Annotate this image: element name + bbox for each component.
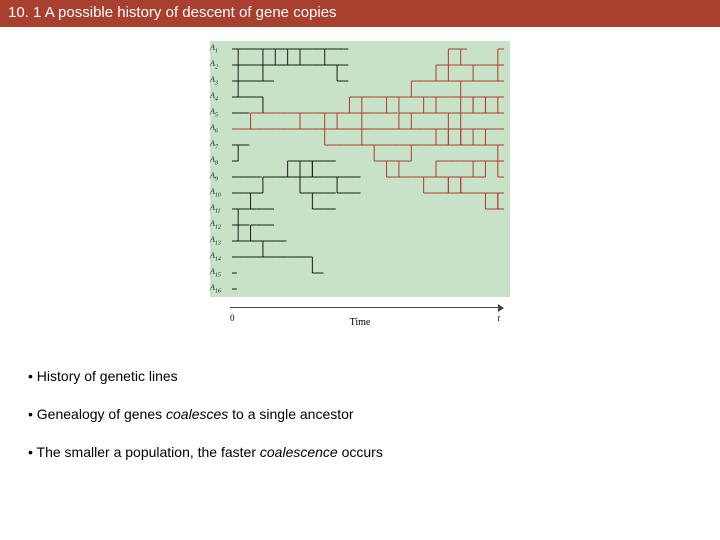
- bullet-1: History of genetic lines: [28, 368, 383, 384]
- time-axis: 0 t Time: [210, 303, 510, 331]
- axis-label: Time: [210, 317, 510, 328]
- tree-panel: A1A2A3A4A5A6A7A8A9A10A11A12A13A14A15A16: [210, 41, 510, 297]
- coalescence-figure: A1A2A3A4A5A6A7A8A9A10A11A12A13A14A15A16 …: [210, 41, 510, 331]
- figure-container: A1A2A3A4A5A6A7A8A9A10A11A12A13A14A15A16 …: [0, 41, 720, 331]
- axis-line: [230, 307, 500, 308]
- bullet-3-pre: The smaller a population, the faster: [37, 444, 260, 460]
- gene-tree-diagram: [210, 41, 510, 297]
- bullet-2-pre: Genealogy of genes: [37, 406, 166, 422]
- bullet-2-em: coalesces: [166, 406, 228, 422]
- axis-arrow-icon: [498, 304, 504, 312]
- bullet-3-post: occurs: [338, 444, 383, 460]
- bullet-list: History of genetic lines Genealogy of ge…: [28, 368, 383, 482]
- slide-title: 10. 1 A possible history of descent of g…: [8, 4, 337, 21]
- bullet-1-pre: History of genetic lines: [37, 368, 178, 384]
- bullet-2: Genealogy of genes coalesces to a single…: [28, 406, 383, 422]
- title-bar: 10. 1 A possible history of descent of g…: [0, 0, 720, 27]
- bullet-3: The smaller a population, the faster coa…: [28, 444, 383, 460]
- bullet-2-post: to a single ancestor: [228, 406, 353, 422]
- bullet-3-em: coalescence: [260, 444, 338, 460]
